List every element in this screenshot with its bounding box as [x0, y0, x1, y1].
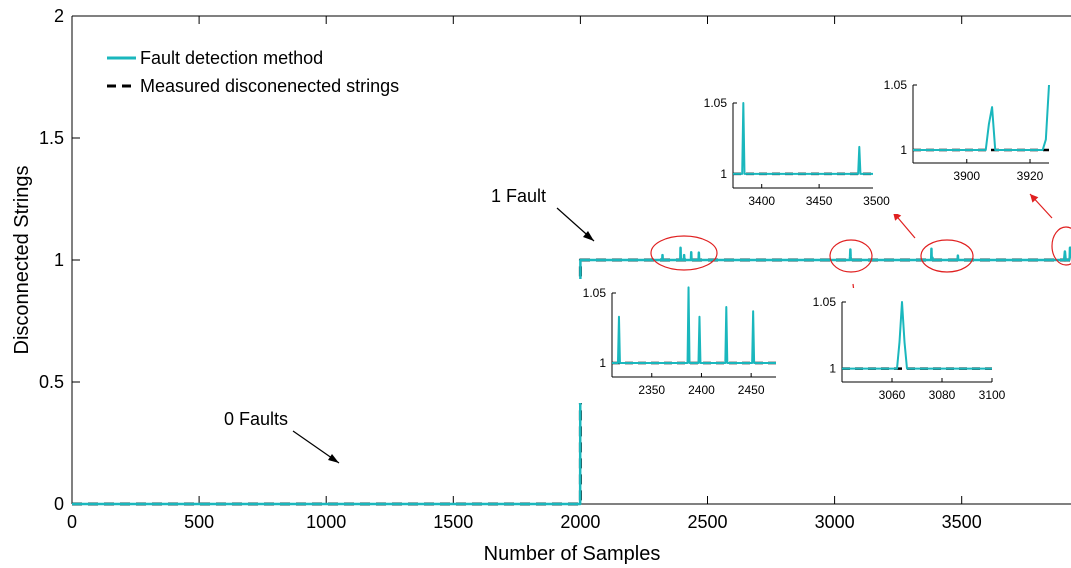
series-fault-detection-line [733, 102, 888, 175]
y-tick-label: 1 [900, 143, 907, 157]
y-tick-label: 1.05 [583, 286, 607, 300]
x-tick-label: 3500 [863, 194, 890, 208]
inset-background [693, 89, 898, 214]
inset-background [873, 71, 1059, 189]
inset-3040-3100: 3060 3080 3100 1 1.05 [813, 295, 1006, 402]
y-tick-label: 1 [720, 167, 727, 181]
inset-2300-2470: 2350 2400 2450 1 1.05 [583, 286, 776, 397]
annotation-label-1-fault: 1 Fault [491, 186, 546, 206]
y-tick-label: 1 [599, 356, 606, 370]
x-tick-label: 1000 [306, 512, 346, 532]
zoom-arrow-3370-3510 [892, 211, 916, 239]
y-tick-label: 1.05 [704, 96, 728, 110]
inset-background [572, 279, 786, 403]
y-tick-label: 0.5 [39, 372, 64, 392]
y-tick-label: 0 [54, 494, 64, 514]
x-tick-label: 3900 [953, 169, 980, 183]
y-axis-label: Disconnected Strings [11, 166, 33, 355]
zoom-arrow-3880-3926 [1029, 193, 1053, 219]
x-tick-label: 2000 [560, 512, 600, 532]
x-tick-label: 3000 [815, 512, 855, 532]
x-tick-label: 3500 [942, 512, 982, 532]
x-tick-label: 3060 [879, 388, 906, 402]
y-tick-label: 1.5 [39, 128, 64, 148]
x-tick-label: 3920 [1017, 169, 1044, 183]
y-tick-label: 1.05 [884, 78, 908, 92]
x-tick-label: 3080 [929, 388, 956, 402]
annotation-1-fault: 1 Fault [491, 186, 595, 242]
x-tick-label: 2400 [688, 383, 715, 397]
x-axis-label: Number of Samples [484, 543, 661, 565]
series-fault-detection-line [72, 246, 1071, 506]
annotation-label-0-faults: 0 Faults [224, 409, 288, 429]
x-tick-label: 3450 [806, 194, 833, 208]
series-fault-detection-line [612, 286, 776, 364]
y-tick-label: 2 [54, 6, 64, 26]
zoom-ellipse-3370-3510 [920, 239, 974, 273]
x-tick-label: 3100 [979, 388, 1006, 402]
legend: Fault detection method Measured disconen… [107, 48, 399, 96]
x-tick-label: 2450 [738, 383, 765, 397]
inset-3370-3510: 3400 3450 3500 1 1.05 [704, 96, 891, 208]
series-fault-detection-line [913, 84, 1050, 151]
zoom-ellipse-2300-2470 [650, 235, 718, 271]
zoom-ellipse-3880-3926 [1051, 226, 1071, 266]
y-tick-label: 1 [54, 250, 64, 270]
series-fault-detection-line [842, 301, 992, 370]
x-tick-label: 2500 [687, 512, 727, 532]
main-axes: 0 500 1000 1500 2000 2500 3000 3500 0 0.5 1 1.5 2 [39, 6, 1071, 532]
legend-label-measured: Measured disconenected strings [140, 76, 399, 96]
zoom-ellipse-3040-3100 [829, 239, 873, 273]
x-tick-label: 500 [184, 512, 214, 532]
y-tick-label: 1 [829, 362, 836, 376]
inset-3880-3926: 3900 3920 1 1.05 [884, 78, 1050, 183]
x-tick-label: 0 [67, 512, 77, 532]
x-tick-label: 2350 [638, 383, 665, 397]
x-tick-label: 1500 [433, 512, 473, 532]
arrowhead-0-faults [328, 454, 339, 463]
annotation-0-faults: 0 Faults [224, 409, 340, 464]
x-tick-label: 3400 [748, 194, 775, 208]
legend-label-fault-detection: Fault detection method [140, 48, 323, 68]
arrowhead-1-fault [583, 231, 594, 241]
y-tick-label: 1.05 [813, 295, 837, 309]
main-plot: 0 500 1000 1500 2000 2500 3000 3500 0 0.5 1 1.5 2 [39, 6, 1071, 532]
